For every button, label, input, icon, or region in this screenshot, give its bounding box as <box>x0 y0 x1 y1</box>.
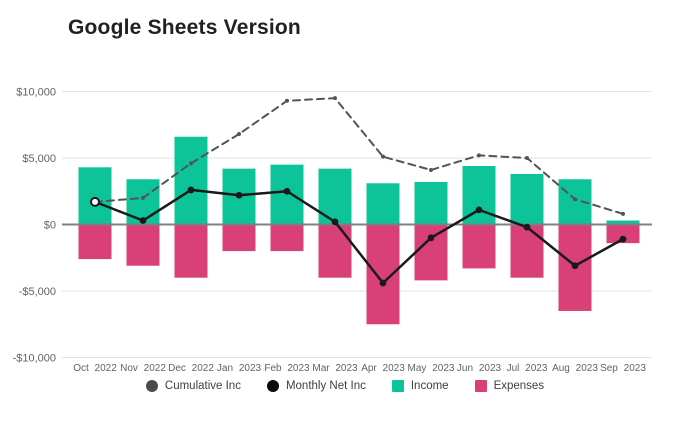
cumulative-inc-point[interactable] <box>573 197 577 202</box>
legend-item-monthly-net-inc[interactable]: Monthly Net Inc <box>266 380 366 392</box>
income-bar[interactable] <box>78 167 112 225</box>
cumulative-inc-point[interactable] <box>189 161 193 166</box>
monthly-net-inc-point[interactable] <box>619 235 627 243</box>
cumulative-inc-point[interactable] <box>477 153 481 158</box>
income-bar[interactable] <box>606 220 640 225</box>
cumulative-inc-point[interactable] <box>285 98 289 103</box>
legend-swatch-circle <box>145 380 158 392</box>
x-axis-tick-label: Jul 2023 <box>507 363 548 374</box>
x-axis-tick-label: Jan 2023 <box>217 363 262 374</box>
monthly-net-inc-point[interactable] <box>523 223 531 231</box>
x-axis-tick-label: Aug 2023 <box>552 363 598 374</box>
monthly-net-inc-point[interactable] <box>283 187 291 195</box>
legend-swatch-square <box>474 380 487 392</box>
expenses-bar[interactable] <box>126 224 160 266</box>
legend-label: Monthly Net Inc <box>285 380 366 392</box>
income-bar[interactable] <box>510 173 544 225</box>
start-point-ring[interactable] <box>90 196 100 207</box>
chart-title: Google Sheets Version <box>68 16 301 39</box>
x-axis-tick-label: Mar 2023 <box>312 363 358 374</box>
income-bar[interactable] <box>174 136 208 225</box>
legend-item-expenses[interactable]: Expenses <box>474 380 545 392</box>
cumulative-inc-point[interactable] <box>621 211 625 216</box>
y-axis-tick-label: $0 <box>44 220 56 232</box>
cumulative-inc-line[interactable] <box>94 97 624 215</box>
expenses-bar[interactable] <box>270 224 304 252</box>
monthly-net-inc-point[interactable] <box>379 279 387 287</box>
expenses-bar[interactable] <box>366 224 400 325</box>
y-axis-tick-label: -$5,000 <box>19 286 56 298</box>
monthly-net-inc-line[interactable] <box>93 188 625 285</box>
expenses-bar[interactable] <box>510 224 544 278</box>
expenses-bar[interactable] <box>174 224 208 278</box>
cumulative-inc-point[interactable] <box>381 154 385 159</box>
legend-item-income[interactable]: Income <box>391 380 449 392</box>
income-bar[interactable] <box>318 168 352 225</box>
cumulative-inc-point[interactable] <box>141 195 145 200</box>
monthly-net-inc-point[interactable] <box>475 206 483 214</box>
legend-label: Income <box>410 380 449 392</box>
cumulative-inc-point[interactable] <box>429 167 433 172</box>
expenses-bar[interactable] <box>222 224 256 252</box>
chart-legend: Cumulative Inc Monthly Net Inc Income Expen… <box>0 380 690 392</box>
x-axis-tick-label: Feb 2023 <box>264 363 310 374</box>
expenses-bar[interactable] <box>606 224 640 244</box>
x-axis-tick-label: Apr 2023 <box>361 363 405 374</box>
expenses-bar[interactable] <box>414 224 448 281</box>
expenses-bar[interactable] <box>318 224 352 278</box>
legend-swatch-circle <box>266 380 279 392</box>
income-bar[interactable] <box>414 181 448 225</box>
monthly-net-inc-point[interactable] <box>571 262 579 270</box>
x-axis-tick-label: Jun 2023 <box>457 363 502 374</box>
y-axis-tick-label: -$10,000 <box>13 353 56 365</box>
x-axis-tick-label: Dec 2022 <box>168 363 214 374</box>
expenses-bar[interactable] <box>78 224 112 260</box>
legend-swatch-square <box>391 380 404 392</box>
cumulative-inc-point[interactable] <box>525 156 529 160</box>
x-axis-tick-label: Nov 2022 <box>120 363 166 374</box>
legend-label: Expenses <box>493 380 545 392</box>
x-axis-tick-label: Sep 2023 <box>600 363 646 374</box>
y-axis-tick-label: $5,000 <box>22 153 56 165</box>
y-axis-tick-label: $10,000 <box>16 87 56 99</box>
x-axis-tick-label: May 2023 <box>408 363 455 374</box>
income-bar[interactable] <box>366 183 400 225</box>
monthly-net-inc-point[interactable] <box>427 234 435 242</box>
monthly-net-inc-point[interactable] <box>139 217 147 224</box>
cumulative-inc-point[interactable] <box>237 132 241 137</box>
legend-item-cumulative-inc[interactable]: Cumulative Inc <box>145 380 241 392</box>
monthly-net-inc-point[interactable] <box>187 186 195 194</box>
monthly-net-inc-point[interactable] <box>235 191 243 199</box>
legend-label: Cumulative Inc <box>164 380 241 392</box>
expenses-bar[interactable] <box>462 224 496 269</box>
monthly-net-inc-point[interactable] <box>331 218 339 226</box>
x-axis-tick-label: Oct 2022 <box>73 363 117 374</box>
cumulative-inc-point[interactable] <box>333 96 337 101</box>
